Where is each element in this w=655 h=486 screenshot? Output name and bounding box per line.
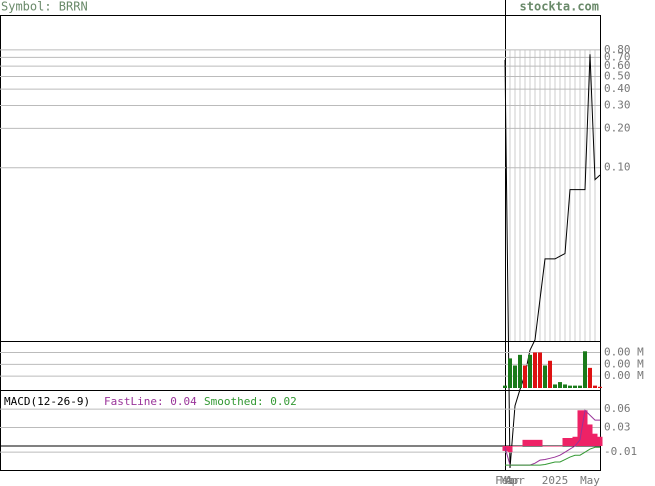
site: stockta.com — [520, 0, 599, 14]
volume-bar — [553, 384, 557, 388]
x-tick-label: May — [580, 474, 600, 486]
y-tick-label: 0.50 — [604, 70, 631, 83]
y-tick-label: 0.30 — [604, 98, 631, 111]
volume-bar — [533, 352, 537, 388]
macd-hist — [517, 446, 523, 447]
volume-bar — [503, 385, 507, 388]
macd-hist — [587, 424, 593, 446]
x-tick-label: Mar — [500, 474, 520, 486]
macd-hist — [537, 439, 543, 446]
y-tick-label: 0.20 — [604, 121, 631, 134]
macd-hist — [512, 446, 518, 447]
macd-hist — [542, 446, 548, 447]
macd-hist — [597, 436, 603, 446]
y-tick-label: -0.01 — [604, 445, 637, 458]
volume-bar — [518, 354, 522, 388]
macd-line — [505, 446, 600, 466]
y-tick-label: 0.00 M — [604, 345, 644, 358]
volume-bar — [578, 385, 582, 388]
y-tick-label: 0.60 — [604, 59, 631, 72]
volume-bar — [548, 360, 552, 388]
volume-bar — [528, 354, 532, 388]
legend-entry: Smoothed: 0.02 — [204, 395, 297, 408]
x-tick-label: Feb — [495, 474, 515, 486]
volume-bar — [538, 352, 542, 388]
y-tick-label: 0.06 — [604, 402, 631, 415]
macd-hist — [547, 446, 553, 447]
y-tick-label: 0.00 M — [604, 357, 644, 370]
volume-bar — [588, 367, 592, 388]
volume-bar — [583, 351, 587, 388]
macd-hist — [522, 439, 528, 446]
y-tick-label: 0.40 — [604, 82, 631, 95]
volume-bar — [598, 386, 602, 388]
macd-hist — [532, 439, 538, 446]
macd-panel — [0, 390, 601, 471]
x-tick-label: 2025 — [542, 474, 569, 486]
macd-hist — [577, 410, 583, 446]
volume-bar — [508, 358, 512, 388]
macd-title: MACD(12-26-9) — [4, 395, 90, 408]
volume-bar — [523, 365, 527, 388]
y-tick-label: 0.10 — [604, 161, 631, 174]
volume-bar — [568, 385, 572, 388]
volume-bar — [558, 382, 562, 388]
volume-bar — [543, 365, 547, 388]
y-tick-label: 0.03 — [604, 421, 631, 434]
macd-hist — [527, 439, 533, 446]
y-tick-label: 0.00 M — [604, 369, 644, 382]
macd-hist — [582, 410, 588, 446]
macd-hist — [572, 436, 578, 446]
macd-hist — [562, 438, 568, 446]
x-tick-label: Apr — [505, 474, 525, 486]
volume-bar — [513, 365, 517, 388]
symbol: Symbol: BRRN — [1, 0, 88, 14]
volume-bar — [573, 385, 577, 388]
y-tick-label: 0.70 — [604, 50, 631, 63]
legend-entry: FastLine: 0.04 — [104, 395, 197, 408]
macd-hist — [567, 438, 573, 446]
macd-hist — [552, 446, 558, 447]
volume-bar — [563, 384, 567, 388]
macd-hist — [507, 446, 513, 453]
volume-bar — [593, 385, 597, 388]
macd-hist — [592, 433, 598, 446]
y-tick-label: 0.80 — [604, 43, 631, 56]
price-line — [504, 54, 601, 469]
macd-hist — [557, 446, 563, 447]
